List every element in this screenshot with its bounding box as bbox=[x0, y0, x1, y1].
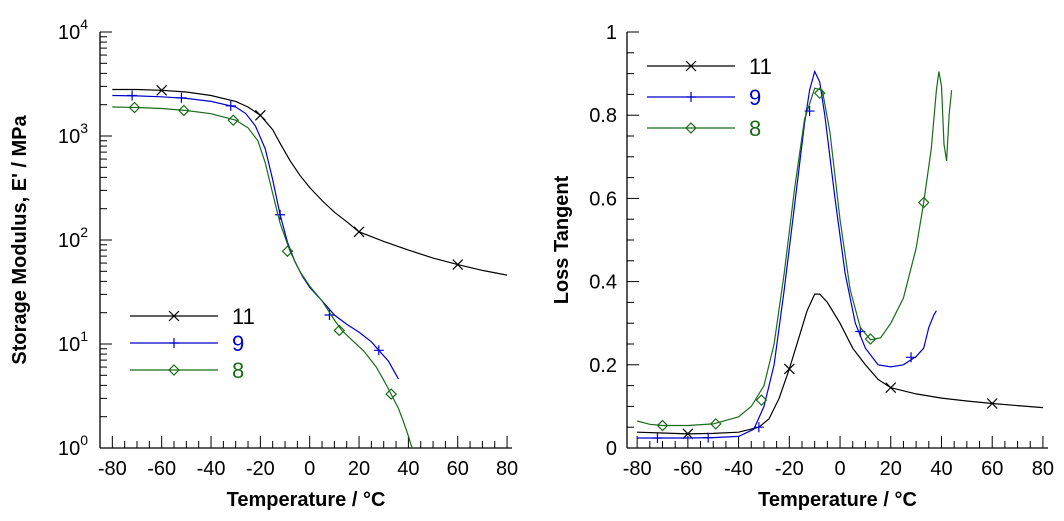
storage-modulus-series-8-marker bbox=[128, 101, 141, 114]
tick-base: 10 bbox=[58, 126, 80, 148]
loss-tangent-legend-8-label: 8 bbox=[749, 116, 761, 141]
storage-modulus-x-tick-label: -20 bbox=[246, 458, 275, 480]
storage-modulus-x-tick-label: 80 bbox=[496, 458, 518, 480]
tick-exponent: 3 bbox=[80, 120, 88, 136]
loss-tangent-series-8-marker bbox=[917, 196, 930, 209]
loss-tangent-legend-9-label: 9 bbox=[749, 85, 761, 110]
loss-tangent-x-tick-label: -60 bbox=[673, 458, 702, 480]
loss-tangent-x-tick-label: 0 bbox=[834, 458, 845, 480]
storage-modulus-x-axis-title: Temperature / °C bbox=[227, 489, 386, 511]
loss-tangent-series-11-marker bbox=[682, 428, 694, 440]
loss-tangent-legend-11-label: 11 bbox=[749, 54, 772, 79]
tick-base: 10 bbox=[58, 230, 80, 252]
storage-modulus-plot-area bbox=[112, 84, 508, 448]
loss-tangent-series-8-marker bbox=[813, 87, 826, 100]
storage-modulus-series-11-marker bbox=[156, 84, 168, 96]
storage-modulus-legend-11-marker bbox=[168, 310, 180, 322]
storage-modulus-y-tick-label: 104 bbox=[58, 16, 88, 44]
storage-modulus-series-9-marker bbox=[225, 100, 236, 111]
loss-tangent-y-tick-label: 1 bbox=[606, 22, 617, 44]
loss-tangent-series-9-marker bbox=[652, 433, 663, 444]
tick-exponent: 2 bbox=[80, 224, 88, 240]
loss-tangent-y-tick-label: 0.8 bbox=[589, 105, 617, 127]
loss-tangent-series-9-marker bbox=[906, 352, 917, 363]
loss-tangent-series-8-marker bbox=[755, 394, 768, 407]
loss-tangent-x-tick-label: -40 bbox=[724, 458, 753, 480]
storage-modulus-y-tick-label: 102 bbox=[58, 224, 88, 252]
tick-base: 10 bbox=[58, 334, 80, 356]
tick-exponent: 1 bbox=[80, 328, 88, 344]
loss-tangent-legend-8-marker bbox=[685, 122, 697, 134]
storage-modulus-series-9-marker bbox=[275, 209, 286, 220]
loss-tangent-chart: -80 -60 -40 -20 0 20 40 60 80 0 0.2 0.4 0.6 0.8 1 Tempe… bbox=[551, 22, 1054, 511]
loss-tangent-plot-area bbox=[636, 69, 1043, 444]
storage-modulus-x-tick-label: 0 bbox=[304, 458, 315, 480]
loss-tangent-y-tick-label: 0.2 bbox=[589, 355, 617, 377]
loss-tangent-series-11-marker bbox=[783, 363, 795, 375]
storage-modulus-series-11-marker bbox=[254, 109, 266, 121]
storage-modulus-x-tick-label: 20 bbox=[348, 458, 370, 480]
storage-modulus-x-tick-label: -80 bbox=[98, 458, 127, 480]
loss-tangent-x-tick-label: -20 bbox=[775, 458, 804, 480]
storage-modulus-legend-8-label: 8 bbox=[232, 358, 244, 383]
storage-modulus-series-8-marker bbox=[333, 324, 346, 337]
storage-modulus-x-tick-label: 60 bbox=[447, 458, 469, 480]
storage-modulus-legend-11-label: 11 bbox=[232, 304, 255, 329]
loss-tangent-series-8-marker bbox=[656, 419, 669, 432]
storage-modulus-series-11-marker bbox=[452, 259, 464, 271]
storage-modulus-x-tick-label: -40 bbox=[197, 458, 226, 480]
storage-modulus-series-9-marker bbox=[127, 90, 138, 101]
tick-exponent: 0 bbox=[80, 432, 88, 448]
loss-tangent-x-tick-label: 40 bbox=[930, 458, 952, 480]
storage-modulus-series-8-line bbox=[112, 106, 413, 448]
storage-modulus-series-8-marker bbox=[281, 245, 294, 258]
tick-exponent: 4 bbox=[80, 16, 88, 32]
loss-tangent-legend-11-marker bbox=[685, 60, 697, 72]
storage-modulus-series-8-marker bbox=[227, 114, 240, 127]
loss-tangent-x-tick-label: -80 bbox=[623, 458, 652, 480]
loss-tangent-x-axis-title: Temperature / °C bbox=[758, 489, 917, 511]
storage-modulus-series-8-marker bbox=[178, 104, 190, 117]
loss-tangent-series-11-marker bbox=[986, 398, 998, 409]
loss-tangent-series-11-line bbox=[637, 293, 1043, 435]
storage-modulus-x-tick-label: -60 bbox=[147, 458, 176, 480]
storage-modulus-series-11-marker bbox=[353, 226, 365, 238]
loss-tangent-x-tick-label: 60 bbox=[981, 458, 1003, 480]
loss-tangent-series-9-marker bbox=[753, 422, 764, 433]
loss-tangent-x-tick-label: 20 bbox=[880, 458, 902, 480]
storage-modulus-series-9-marker bbox=[176, 92, 187, 103]
storage-modulus-y-axis-title: Storage Modulus, E' / MPa bbox=[9, 115, 31, 365]
storage-modulus-legend-8-marker bbox=[168, 364, 180, 376]
loss-tangent-legend: 11 9 8 bbox=[647, 54, 772, 141]
storage-modulus-x-tick-label: 40 bbox=[397, 458, 419, 480]
storage-modulus-y-tick-label: 100 bbox=[58, 432, 88, 460]
loss-tangent-x-tick-label: 80 bbox=[1032, 458, 1054, 480]
loss-tangent-y-tick-label: 0.6 bbox=[589, 188, 617, 210]
storage-modulus-legend-9-label: 9 bbox=[232, 331, 244, 356]
loss-tangent-legend-9-marker bbox=[686, 92, 696, 102]
storage-modulus-chart: -80 -60 -40 -20 0 20 40 60 80100101102103104Temp… bbox=[9, 16, 518, 511]
loss-tangent-series-9-marker bbox=[703, 432, 714, 443]
storage-modulus-series-9-marker bbox=[373, 345, 384, 356]
storage-modulus-series-11-line bbox=[112, 88, 508, 276]
loss-tangent-series-9-marker bbox=[804, 106, 815, 117]
loss-tangent-series-8-line bbox=[636, 71, 953, 427]
tick-base: 10 bbox=[58, 438, 80, 460]
loss-tangent-y-tick-label: 0 bbox=[606, 438, 617, 460]
loss-tangent-series-11-marker bbox=[885, 382, 897, 394]
loss-tangent-y-axis-title: Loss Tangent bbox=[551, 175, 573, 304]
storage-modulus-series-9-line bbox=[112, 94, 400, 380]
storage-modulus-y-tick-label: 103 bbox=[58, 120, 88, 148]
loss-tangent-series-9-line bbox=[637, 69, 937, 439]
storage-modulus-legend-9-marker bbox=[169, 338, 179, 348]
loss-tangent-series-8-marker bbox=[709, 418, 722, 430]
tick-base: 10 bbox=[58, 22, 80, 44]
storage-modulus-y-tick-label: 101 bbox=[58, 328, 88, 356]
loss-tangent-y-tick-label: 0.4 bbox=[589, 272, 617, 294]
loss-tangent-series-8-marker bbox=[864, 333, 877, 345]
storage-modulus-series-8-marker bbox=[385, 388, 397, 400]
